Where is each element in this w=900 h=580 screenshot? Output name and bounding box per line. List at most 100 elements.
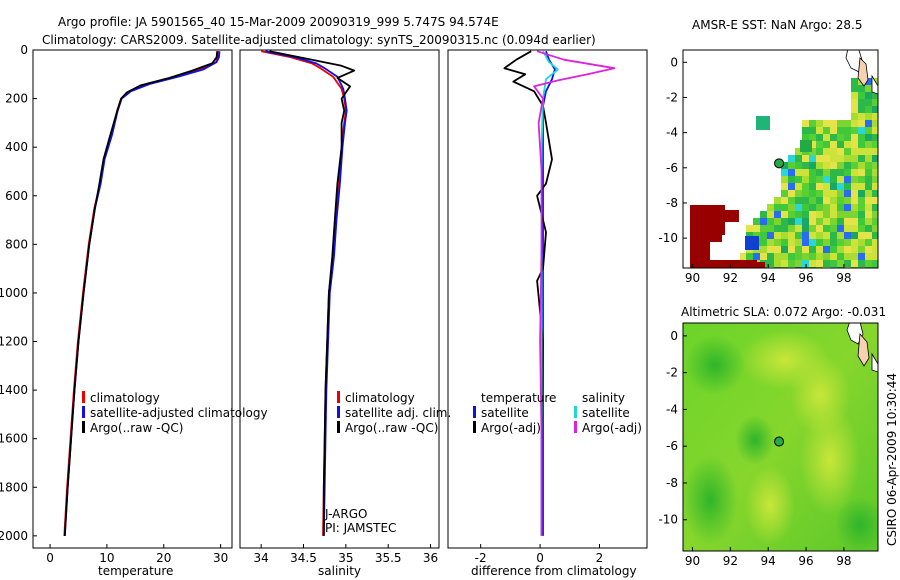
sst-cell — [816, 260, 823, 267]
lat-tick-label: -2 — [666, 366, 678, 380]
sst-cell — [872, 190, 878, 197]
sla-low — [835, 497, 878, 551]
sst-cell — [767, 211, 774, 218]
sst-cell — [844, 260, 851, 267]
sst-cell — [802, 239, 809, 246]
sst-cell — [823, 260, 830, 267]
legend-swatch-temp-argo — [473, 421, 476, 433]
sst-cell — [858, 92, 865, 99]
sst-cell — [788, 169, 795, 176]
sst-cell — [781, 190, 788, 197]
sst-cell — [788, 155, 795, 162]
lat-tick-label: -6 — [666, 439, 678, 453]
sst-cell — [872, 106, 878, 113]
lon-tick-label: 92 — [723, 271, 738, 285]
sst-cell — [788, 211, 795, 218]
sst-cell — [830, 190, 837, 197]
sst-cell — [767, 239, 774, 246]
sst-cell — [760, 232, 767, 239]
sst-cell — [767, 246, 774, 253]
sst-cell — [865, 246, 872, 253]
sst-cell — [802, 197, 809, 204]
sst-cell — [858, 141, 865, 148]
sst-cell — [802, 253, 809, 260]
sst-x-axis: 90 92 94 96 98 — [685, 264, 852, 285]
x-tick-label: 35 — [338, 551, 353, 565]
sst-cell — [872, 134, 878, 141]
x-tick-label: 10 — [99, 551, 114, 565]
series-argo-raw-qc- — [63, 51, 219, 536]
sst-cell — [865, 134, 872, 141]
sst-cell — [858, 162, 865, 169]
sst-cell — [858, 190, 865, 197]
sst-cell — [800, 140, 812, 152]
sst-cell — [823, 204, 830, 211]
sst-cell — [802, 204, 809, 211]
sst-cell — [837, 176, 844, 183]
temperature-x-axis: 0 10 20 30 — [46, 544, 228, 565]
legend-swatch-temp-satellite — [473, 406, 476, 418]
series-climatology — [63, 51, 220, 536]
sst-cell — [767, 253, 774, 260]
sst-cell — [858, 232, 865, 239]
sst-cell — [795, 155, 802, 162]
sla-low — [685, 335, 745, 395]
x-tick-label: -2 — [475, 551, 487, 565]
depth-tick-label: 200 — [5, 92, 28, 106]
sst-cell — [858, 106, 865, 113]
sst-cell — [858, 155, 865, 162]
depth-tick-label: 800 — [5, 237, 28, 251]
legend-swatch-climatology — [82, 391, 85, 403]
sst-cell — [809, 162, 816, 169]
sst-cell — [781, 239, 788, 246]
sst-cell — [760, 246, 767, 253]
sst-cell — [830, 211, 837, 218]
sst-cell — [865, 106, 872, 113]
sst-cell — [816, 148, 823, 155]
sst-cell — [816, 239, 823, 246]
sst-cell — [858, 246, 865, 253]
sst-cell — [809, 134, 816, 141]
lon-tick-label: 94 — [761, 271, 776, 285]
depth-tick-label: 1000 — [0, 286, 28, 300]
sst-cell — [816, 120, 823, 127]
sst-cell — [802, 225, 809, 232]
sst-cell — [823, 183, 830, 190]
sst-cell — [746, 232, 753, 239]
sst-gap — [725, 240, 740, 260]
sst-cell — [781, 169, 788, 176]
lon-tick-label: 92 — [723, 554, 738, 568]
sst-cell — [858, 127, 865, 134]
sst-cell — [865, 183, 872, 190]
sst-cell — [809, 169, 816, 176]
sst-cell — [837, 134, 844, 141]
sst-cell — [795, 148, 802, 155]
lon-tick-label: 98 — [836, 554, 851, 568]
lon-tick-label: 94 — [761, 554, 776, 568]
sst-cell — [851, 239, 858, 246]
sst-cell — [795, 190, 802, 197]
sla-low — [735, 415, 775, 465]
difference-panel: -2 0 2 difference from climatology tempera… — [447, 49, 648, 578]
sst-cell — [844, 190, 851, 197]
salinity-x-axis: 34 34.5 35 35.5 36 — [254, 544, 438, 565]
sst-cell — [830, 134, 837, 141]
sst-cell — [844, 211, 851, 218]
sst-cell — [816, 134, 823, 141]
sst-cell — [851, 85, 858, 92]
series-temperature-satellite — [542, 50, 556, 536]
depth-tick-label: 2000 — [0, 529, 28, 543]
float-position-marker — [774, 158, 785, 169]
sst-cell — [858, 113, 865, 120]
sst-heatmap-cells — [690, 78, 878, 268]
sst-cell — [851, 176, 858, 183]
sst-cell — [858, 197, 865, 204]
sst-cell — [844, 225, 851, 232]
sst-cell — [781, 260, 788, 267]
sst-cell — [865, 253, 872, 260]
sst-cell — [739, 253, 746, 260]
sst-cell — [872, 127, 878, 134]
sst-cell — [830, 225, 837, 232]
sst-cell — [809, 155, 816, 162]
sst-cell — [851, 106, 858, 113]
